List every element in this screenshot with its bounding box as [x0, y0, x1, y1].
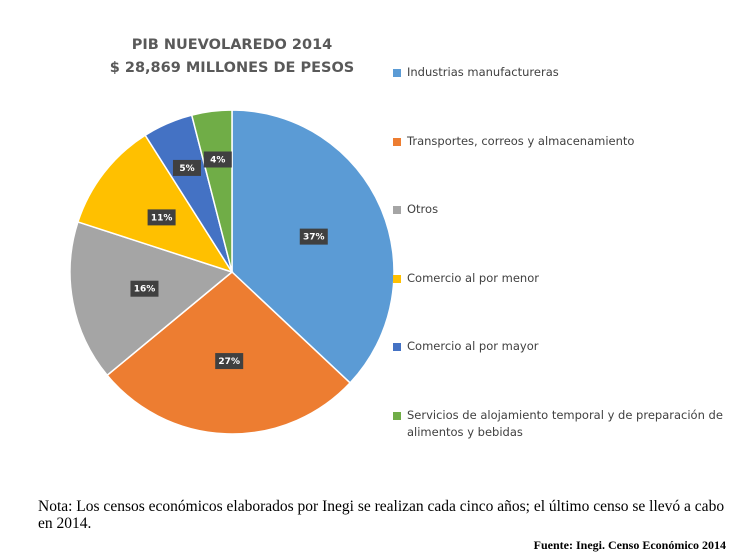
pie-slice	[190, 109, 233, 273]
legend-item: Transportes, correos y almacenamiento	[393, 133, 723, 150]
legend-swatch	[393, 343, 401, 351]
data-label: 4%	[210, 155, 225, 165]
legend-item: Otros	[393, 201, 723, 218]
legend-swatch	[393, 137, 401, 146]
pie-slice	[231, 109, 395, 384]
legend-label: Comercio al por menor	[407, 270, 539, 285]
data-label-box	[299, 228, 328, 245]
chart-subtitle: $ 28,869 MILLONES DE PESOS	[110, 60, 355, 76]
legend-item: Comercio al por mayor	[393, 338, 723, 355]
data-label-box	[172, 159, 201, 176]
data-label: 5%	[179, 164, 194, 174]
note: Nota: Los censos económicos elaborados p…	[38, 498, 725, 532]
chart: PIB NUEVOLAREDO 2014 $ 28,869 MILLONES D…	[69, 37, 395, 435]
data-label-box	[203, 151, 232, 168]
source: Fuente: Inegi. Censo Económico 2014	[533, 538, 726, 552]
data-label: 16%	[134, 285, 156, 295]
data-label-box	[147, 209, 176, 226]
data-label: 37%	[303, 233, 325, 243]
legend-swatch	[393, 411, 401, 420]
legend-swatch	[393, 206, 401, 214]
chart-title: PIB NUEVOLAREDO 2014	[132, 37, 333, 53]
data-label: 27%	[218, 357, 240, 367]
legend-label: Industrias manufactureras	[407, 65, 559, 79]
data-label-box	[130, 280, 159, 297]
legend-item: Industrias manufactureras	[393, 64, 723, 81]
pie-slice	[106, 271, 352, 435]
legend-label: Otros	[407, 202, 439, 216]
legend-item: Servicios de alojamiento temporal y de p…	[393, 407, 723, 441]
legend-swatch	[393, 69, 401, 77]
legend-item: Comercio al por menor	[393, 270, 723, 287]
pie-slice	[76, 134, 234, 274]
legend-label: Transportes, correos y almacenamiento	[407, 133, 635, 148]
legend-swatch	[393, 274, 401, 283]
legend-label: Comercio al por mayor	[407, 339, 539, 353]
data-label-box	[215, 353, 244, 370]
legend-label: Servicios de alojamiento temporal y de p…	[407, 407, 723, 439]
pie-slice	[69, 220, 234, 377]
data-label: 11%	[151, 213, 173, 223]
